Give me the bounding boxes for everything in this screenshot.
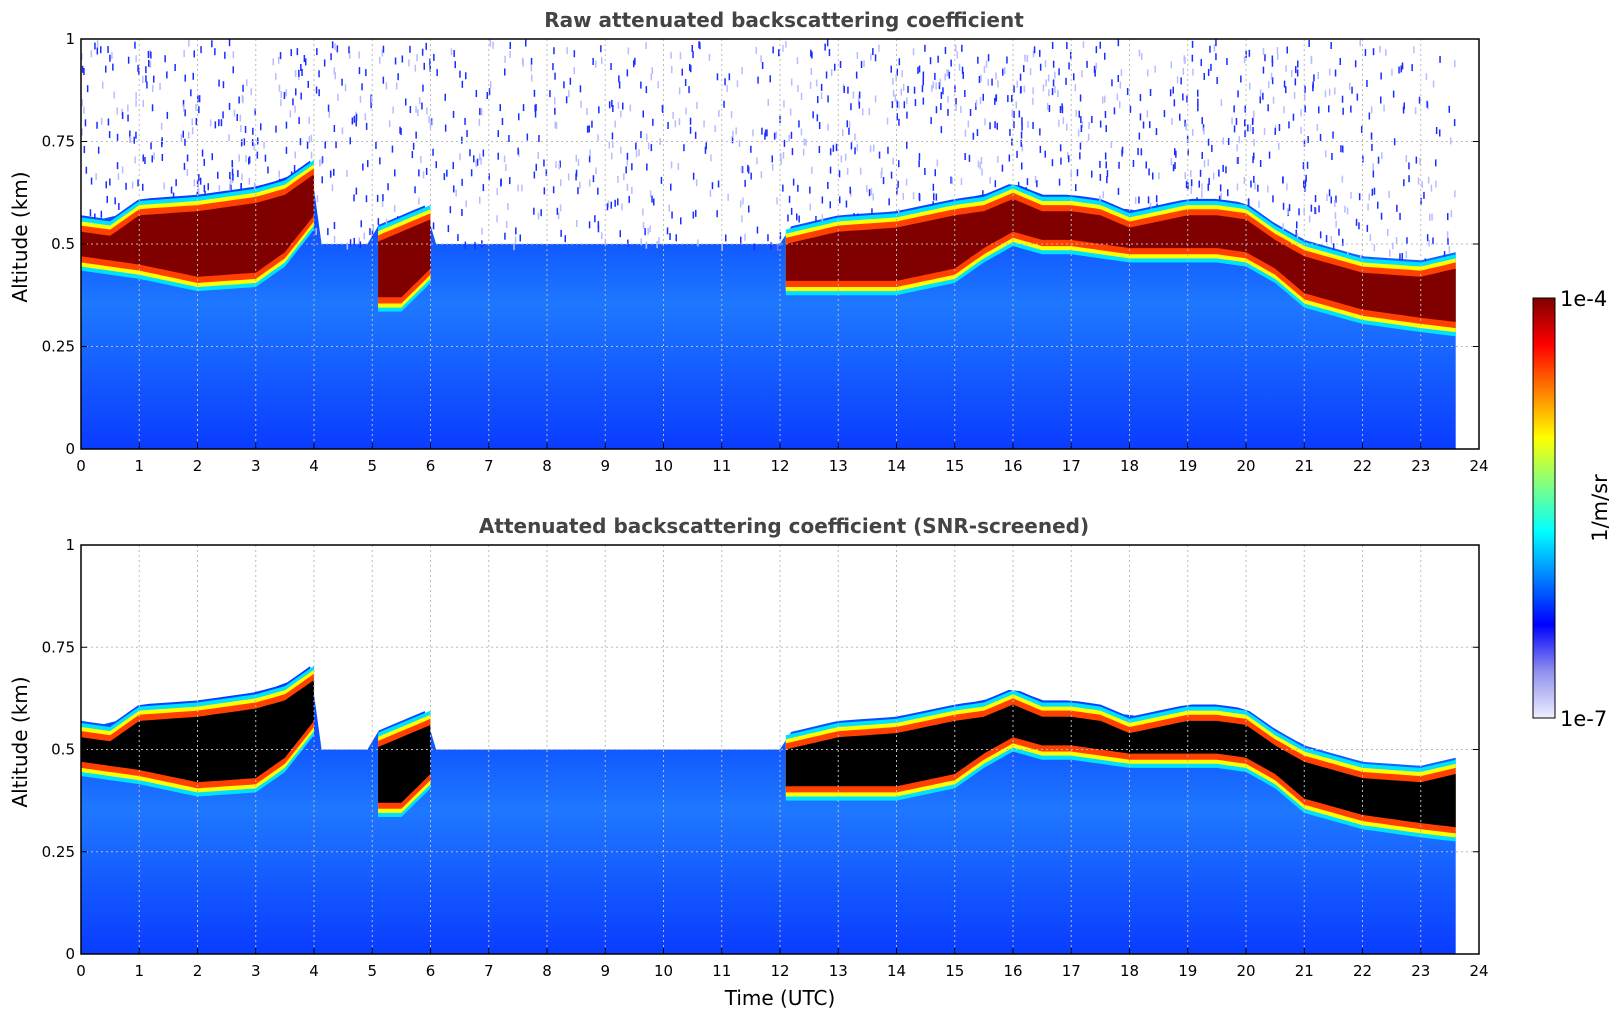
x-tick-label: 1 — [134, 962, 144, 980]
y-tick-label: 0 — [65, 945, 75, 963]
x-tick-label: 3 — [251, 962, 261, 980]
y-tick-label: 0.5 — [51, 235, 75, 253]
screened-axes: 0 1 2 3 4 5 6 7 8 9 10 11 12 13 14 15 16 17 18 19 20 21 22 23 24… — [42, 536, 1489, 980]
y-tick-label: 0.75 — [42, 638, 75, 656]
x-tick-label: 24 — [1469, 457, 1488, 475]
x-tick-label: 21 — [1295, 962, 1314, 980]
x-tick-label: 10 — [654, 457, 673, 475]
x-tick-label: 0 — [76, 457, 86, 475]
x-tick-label: 9 — [600, 457, 610, 475]
x-tick-label: 1 — [134, 457, 144, 475]
x-tick-label: 21 — [1295, 457, 1314, 475]
y-tick-label: 1 — [65, 30, 75, 48]
screened-heatmap-area — [81, 665, 1456, 954]
x-tick-label: 12 — [770, 962, 789, 980]
cloud-layer-band — [378, 219, 431, 298]
x-tick-label: 19 — [1178, 962, 1197, 980]
x-tick-label: 4 — [309, 962, 319, 980]
x-tick-label: 20 — [1236, 962, 1255, 980]
x-axis-label: Time (UTC) — [724, 986, 836, 1010]
x-tick-label: 11 — [712, 962, 731, 980]
x-tick-label: 10 — [654, 962, 673, 980]
x-tick-label: 18 — [1120, 457, 1139, 475]
y-tick-label: 0.25 — [42, 338, 75, 356]
colorbar-gradient — [1532, 297, 1556, 719]
y-axis-label-raw: Altitude (km) — [8, 171, 32, 302]
x-tick-label: 0 — [76, 962, 86, 980]
y-tick-label: 0.25 — [42, 843, 75, 861]
x-tick-label: 18 — [1120, 962, 1139, 980]
y-tick-label: 0.5 — [51, 741, 75, 759]
colorbar: 1e-4 1e-7 1/m/sr — [1532, 287, 1612, 731]
x-tick-label: 5 — [367, 962, 377, 980]
colorbar-min-label: 1e-7 — [1560, 707, 1607, 731]
x-tick-label: 4 — [309, 457, 319, 475]
x-tick-label: 6 — [426, 457, 436, 475]
y-axis-label-screened: Altitude (km) — [8, 676, 32, 807]
x-tick-label: 15 — [945, 962, 964, 980]
x-tick-label: 22 — [1353, 962, 1372, 980]
x-tick-label: 7 — [484, 457, 494, 475]
x-tick-label: 17 — [1062, 962, 1081, 980]
x-tick-label: 13 — [829, 962, 848, 980]
x-tick-label: 2 — [193, 962, 203, 980]
raw-axes: 0 1 2 3 4 5 6 7 8 9 10 11 12 13 14 15 16 17 18 19 20 21 22 23 24… — [42, 30, 1489, 475]
x-tick-label: 12 — [770, 457, 789, 475]
y-tick-label: 0.75 — [42, 133, 75, 151]
x-tick-label: 14 — [887, 962, 906, 980]
colorbar-unit-label: 1/m/sr — [1588, 474, 1612, 542]
x-tick-label: 17 — [1062, 457, 1081, 475]
x-tick-label: 13 — [829, 457, 848, 475]
raw-backscatter-panel: Raw attenuated backscattering coefficien… — [8, 8, 1489, 475]
screened-backscatter-panel: Attenuated backscattering coefficient (S… — [8, 514, 1489, 1010]
x-tick-label: 16 — [1003, 962, 1022, 980]
x-tick-label: 22 — [1353, 457, 1372, 475]
x-tick-label: 14 — [887, 457, 906, 475]
noise-speckle — [81, 39, 1456, 266]
x-tick-label: 16 — [1003, 457, 1022, 475]
x-tick-label: 11 — [712, 457, 731, 475]
y-tick-label: 0 — [65, 440, 75, 458]
x-tick-label: 5 — [367, 457, 377, 475]
x-tick-label: 7 — [484, 962, 494, 980]
x-tick-label: 8 — [542, 457, 552, 475]
x-tick-label: 15 — [945, 457, 964, 475]
x-tick-label: 24 — [1469, 962, 1488, 980]
x-tick-label: 19 — [1178, 457, 1197, 475]
x-tick-label: 3 — [251, 457, 261, 475]
panel-title-raw: Raw attenuated backscattering coefficien… — [544, 8, 1024, 32]
colorbar-max-label: 1e-4 — [1560, 287, 1607, 311]
x-tick-label: 6 — [426, 962, 436, 980]
x-tick-label: 9 — [600, 962, 610, 980]
cloud-layer-band — [785, 198, 1456, 322]
cloud-layer-band — [785, 704, 1456, 828]
x-tick-label: 23 — [1411, 962, 1430, 980]
x-tick-label: 8 — [542, 962, 552, 980]
x-tick-label: 20 — [1236, 457, 1255, 475]
x-tick-label: 2 — [193, 457, 203, 475]
y-tick-label: 1 — [65, 536, 75, 554]
cloud-layer-band — [378, 725, 431, 803]
panel-title-screened: Attenuated backscattering coefficient (S… — [479, 514, 1089, 538]
x-tick-label: 23 — [1411, 457, 1430, 475]
